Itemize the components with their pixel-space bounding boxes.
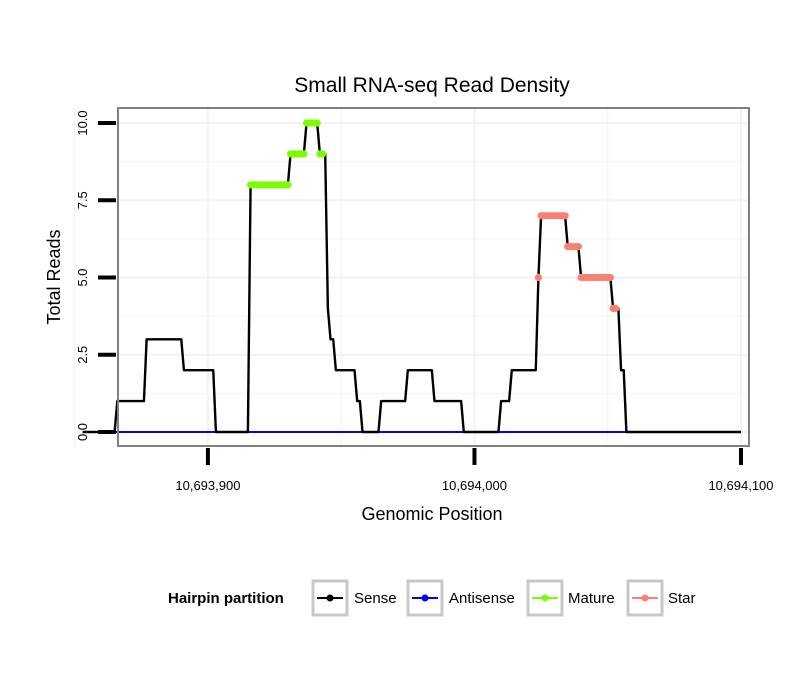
y-tick-label: 2.5 bbox=[75, 346, 90, 364]
y-axis-label: Total Reads bbox=[44, 229, 64, 324]
legend: Hairpin partition Sense Antisense Mature St… bbox=[168, 579, 696, 617]
x-axis: 10,693,900 10,694,000 10,694,100 bbox=[175, 448, 774, 493]
legend-label: Sense bbox=[354, 590, 397, 607]
legend-item-antisense: Antisense bbox=[406, 579, 515, 617]
legend-key-point bbox=[641, 594, 649, 602]
plot-panel bbox=[74, 107, 750, 447]
star-point bbox=[574, 243, 583, 251]
mature-point bbox=[284, 181, 292, 189]
x-tick-label: 10,693,900 bbox=[175, 478, 240, 493]
chart-title: Small RNA-seq Read Density bbox=[294, 74, 570, 97]
x-tick-label: 10,694,000 bbox=[442, 478, 507, 493]
legend-label: Mature bbox=[568, 590, 615, 607]
legend-key-point bbox=[326, 594, 334, 602]
mature-point bbox=[318, 150, 327, 158]
legend-key-point bbox=[421, 594, 429, 602]
legend-item-sense: Sense bbox=[311, 579, 397, 617]
plot-border bbox=[117, 107, 750, 447]
y-tick-label: 7.5 bbox=[75, 191, 90, 209]
mature-point bbox=[313, 119, 321, 127]
legend-key-point bbox=[541, 594, 549, 602]
y-axis: 0.0 2.5 5.0 7.5 10.0 bbox=[75, 110, 116, 441]
star-point bbox=[612, 304, 620, 312]
y-tick-label: 0.0 bbox=[75, 423, 90, 441]
y-tick-label: 10.0 bbox=[75, 110, 90, 135]
star-point bbox=[606, 273, 614, 282]
series-layer bbox=[82, 119, 741, 434]
star-point bbox=[534, 273, 543, 282]
mature-point bbox=[300, 150, 308, 158]
legend-title: Hairpin partition bbox=[168, 590, 284, 607]
star-point bbox=[561, 212, 569, 220]
legend-label: Antisense bbox=[449, 590, 515, 607]
legend-item-mature: Mature bbox=[526, 579, 615, 617]
y-tick-label: 5.0 bbox=[75, 268, 90, 286]
legend-item-star: Star bbox=[626, 579, 696, 617]
x-tick-label: 10,694,100 bbox=[708, 478, 773, 493]
legend-label: Star bbox=[668, 590, 696, 607]
x-axis-label: Genomic Position bbox=[361, 504, 502, 524]
